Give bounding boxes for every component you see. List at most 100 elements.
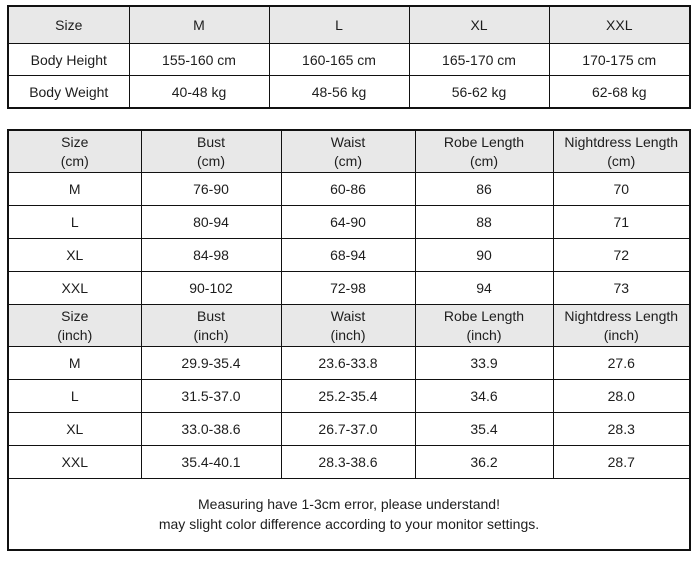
size-chart: Size M L XL XXL Body Height 155-160 cm 1… xyxy=(7,5,691,551)
header-unit: (cm) xyxy=(197,152,225,169)
header-unit: (inch) xyxy=(57,326,93,343)
header-title: Waist xyxy=(330,307,366,324)
data-cell: 25.2-35.4 xyxy=(280,379,416,413)
header-title: Size xyxy=(61,133,89,150)
cm-header-row: Size (cm) Bust (cm) Waist (cm) Robe Leng… xyxy=(7,129,691,173)
header-cell-l: L xyxy=(268,5,410,44)
data-cell: 48-56 kg xyxy=(268,75,410,109)
header-cell: Bust (inch) xyxy=(140,304,282,347)
data-cell: 34.6 xyxy=(414,379,554,413)
header-title: Waist xyxy=(330,133,366,150)
size-label-cell: L xyxy=(7,379,142,413)
header-unit: (inch) xyxy=(466,326,502,343)
size-label-cell: XL xyxy=(7,238,142,272)
header-cell: Robe Length (cm) xyxy=(414,129,554,173)
header-unit: (inch) xyxy=(330,326,366,343)
header-unit: (cm) xyxy=(334,152,362,169)
data-cell: 170-175 cm xyxy=(548,43,691,76)
header-cell-xxl: XXL xyxy=(548,5,691,44)
header-cell-m: M xyxy=(128,5,270,44)
note-line-1: Measuring have 1-3cm error, please under… xyxy=(198,495,500,512)
data-cell: 80-94 xyxy=(140,205,282,239)
measurement-table: Size (cm) Bust (cm) Waist (cm) Robe Leng… xyxy=(7,129,691,551)
row-label-cell: Body Weight xyxy=(7,75,130,109)
header-title: Size xyxy=(61,307,89,324)
header-unit: (cm) xyxy=(470,152,498,169)
size-label-cell: L xyxy=(7,205,142,239)
size-label-cell: XXL xyxy=(7,445,142,479)
data-cell: 33.9 xyxy=(414,346,554,380)
size-label-cell: M xyxy=(7,172,142,206)
data-cell: 29.9-35.4 xyxy=(140,346,282,380)
header-title: Robe Length xyxy=(443,307,525,324)
data-cell: 56-62 kg xyxy=(408,75,550,109)
note-line-2: may slight color difference according to… xyxy=(158,516,540,532)
row-label-cell: Body Height xyxy=(7,43,130,76)
header-title: Nightdress Length xyxy=(564,133,679,150)
measurement-note: Measuring have 1-3cm error, please under… xyxy=(7,478,691,551)
header-unit: (cm) xyxy=(607,152,636,169)
data-cell: 62-68 kg xyxy=(548,75,691,109)
header-unit: (inch) xyxy=(193,326,229,343)
body-height-row: Body Height 155-160 cm 160-165 cm 165-17… xyxy=(7,43,691,76)
data-cell: 36.2 xyxy=(414,445,554,479)
header-cell: Size (cm) xyxy=(7,129,142,173)
data-cell: 26.7-37.0 xyxy=(280,412,416,446)
data-cell: 84-98 xyxy=(140,238,282,272)
data-cell: 76-90 xyxy=(140,172,282,206)
data-cell: 70 xyxy=(552,172,691,206)
size-label-cell: M xyxy=(7,346,142,380)
data-cell: 40-48 kg xyxy=(128,75,270,109)
data-cell: 94 xyxy=(414,271,554,305)
inch-row-m: M 29.9-35.4 23.6-33.8 33.9 27.6 xyxy=(7,346,691,380)
data-cell: 33.0-38.6 xyxy=(140,412,282,446)
cm-row-xxl: XXL 90-102 72-98 94 73 xyxy=(7,271,691,305)
data-cell: 73 xyxy=(552,271,691,305)
size-label-cell: XL xyxy=(7,412,142,446)
cm-row-xl: XL 84-98 68-94 90 72 xyxy=(7,238,691,272)
data-cell: 90-102 xyxy=(140,271,282,305)
data-cell: 27.6 xyxy=(552,346,691,380)
data-cell: 155-160 cm xyxy=(128,43,270,76)
header-unit: (cm) xyxy=(60,152,89,169)
body-size-table: Size M L XL XXL Body Height 155-160 cm 1… xyxy=(7,5,691,109)
header-title: Nightdress Length xyxy=(564,307,679,324)
data-cell: 35.4-40.1 xyxy=(140,445,282,479)
size-label-cell: XXL xyxy=(7,271,142,305)
inch-row-xxl: XXL 35.4-40.1 28.3-38.6 36.2 28.7 xyxy=(7,445,691,479)
data-cell: 72 xyxy=(552,238,691,272)
data-cell: 90 xyxy=(414,238,554,272)
header-cell-xl: XL xyxy=(408,5,550,44)
body-size-header-row: Size M L XL XXL xyxy=(7,5,691,44)
header-cell: Size (inch) xyxy=(7,304,142,347)
measurement-note-row: Measuring have 1-3cm error, please under… xyxy=(7,478,691,551)
header-cell: Bust (cm) xyxy=(140,129,282,173)
cm-row-l: L 80-94 64-90 88 71 xyxy=(7,205,691,239)
inch-header-row: Size (inch) Bust (inch) Waist (inch) Rob… xyxy=(7,304,691,347)
data-cell: 28.3-38.6 xyxy=(280,445,416,479)
data-cell: 88 xyxy=(414,205,554,239)
header-cell: Nightdress Length (cm) xyxy=(552,129,691,173)
header-cell: Waist (cm) xyxy=(280,129,416,173)
inch-row-l: L 31.5-37.0 25.2-35.4 34.6 28.0 xyxy=(7,379,691,413)
data-cell: 28.0 xyxy=(552,379,691,413)
inch-row-xl: XL 33.0-38.6 26.7-37.0 35.4 28.3 xyxy=(7,412,691,446)
data-cell: 71 xyxy=(552,205,691,239)
data-cell: 28.3 xyxy=(552,412,691,446)
data-cell: 64-90 xyxy=(280,205,416,239)
data-cell: 72-98 xyxy=(280,271,416,305)
header-title: Bust xyxy=(196,133,225,150)
data-cell: 165-170 cm xyxy=(408,43,550,76)
body-weight-row: Body Weight 40-48 kg 48-56 kg 56-62 kg 6… xyxy=(7,75,691,109)
cm-row-m: M 76-90 60-86 86 70 xyxy=(7,172,691,206)
header-cell: Waist (inch) xyxy=(280,304,416,347)
data-cell: 23.6-33.8 xyxy=(280,346,416,380)
header-title: Robe Length xyxy=(443,133,525,150)
header-title: Bust xyxy=(196,307,225,324)
header-cell: Robe Length (inch) xyxy=(414,304,554,347)
header-cell: Nightdress Length (inch) xyxy=(552,304,691,347)
data-cell: 35.4 xyxy=(414,412,554,446)
data-cell: 160-165 cm xyxy=(268,43,410,76)
data-cell: 86 xyxy=(414,172,554,206)
data-cell: 31.5-37.0 xyxy=(140,379,282,413)
